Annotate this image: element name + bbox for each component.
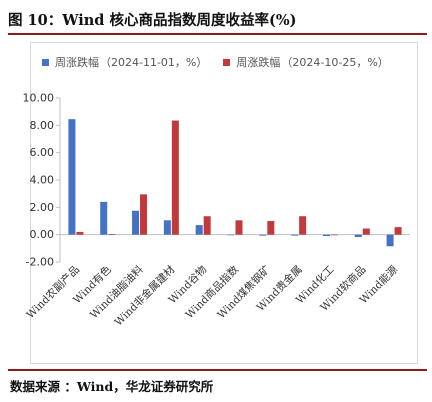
bar-series-2 [362,228,370,235]
title-divider [8,33,427,35]
bar-series-1 [163,220,171,235]
bar-series-1 [354,234,362,237]
bar-series-1 [291,234,299,236]
bar-series-1 [68,119,76,235]
bar-series-2 [267,221,275,235]
bar-chart: 10.008.006.004.002.000.00-2.00Wind农副产品Wi… [23,92,410,329]
bar-series-1 [195,225,203,235]
y-tick-label: 8.00 [30,119,55,132]
bar-series-2 [235,220,243,235]
chart-legend: 周涨跌幅 （2024-11-01，%） 周涨跌幅 （2024-10-25，%） [42,54,405,70]
source-divider [8,369,427,371]
x-tick-label: Wind商品指数 [183,263,242,322]
bar-series-2 [140,194,148,235]
bar-series-1 [227,234,235,236]
bar-series-2 [108,233,116,235]
bar-series-2 [299,216,307,235]
x-tick-label: Wind油脂油料 [87,263,146,322]
bar-series-2 [171,120,179,235]
y-tick-label: 2.00 [30,201,55,214]
chart-frame [30,42,418,364]
bar-series-1 [259,234,267,236]
bar-series-2 [76,231,84,235]
figure-title: 图 10：Wind 核心商品指数周度收益率(%) [8,12,297,29]
legend-item-series-2: 周涨跌幅 （2024-10-25，%） [223,54,389,70]
bar-series-1 [100,201,108,235]
bar-series-2 [203,216,211,235]
bar-series-1 [132,210,140,235]
legend-period-series-2: （2024-10-25，%） [281,56,389,69]
y-tick-label: 6.00 [30,146,55,159]
legend-period-series-1: （2024-11-01，%） [100,56,208,69]
bar-series-1 [386,234,394,247]
y-tick-label: -2.00 [26,256,54,269]
source-note: 数据来源 ：Wind，华龙证券研究所 [10,379,214,394]
legend-label-series-1: 周涨跌幅 [55,56,99,69]
legend-swatch-series-1 [42,58,49,66]
bar-series-2 [394,227,402,235]
bar-series-1 [322,234,330,237]
bar-series-2 [330,234,338,236]
y-tick-label: 0.00 [30,228,55,241]
legend-swatch-series-2 [223,58,231,66]
legend-item-series-1: 周涨跌幅 （2024-11-01，%） [42,54,207,70]
x-tick-label: Wind农副产品 [24,263,82,321]
y-tick-label: 4.00 [30,174,55,187]
legend-label-series-2: 周涨跌幅 [236,56,281,69]
y-tick-label: 10.00 [23,92,55,105]
